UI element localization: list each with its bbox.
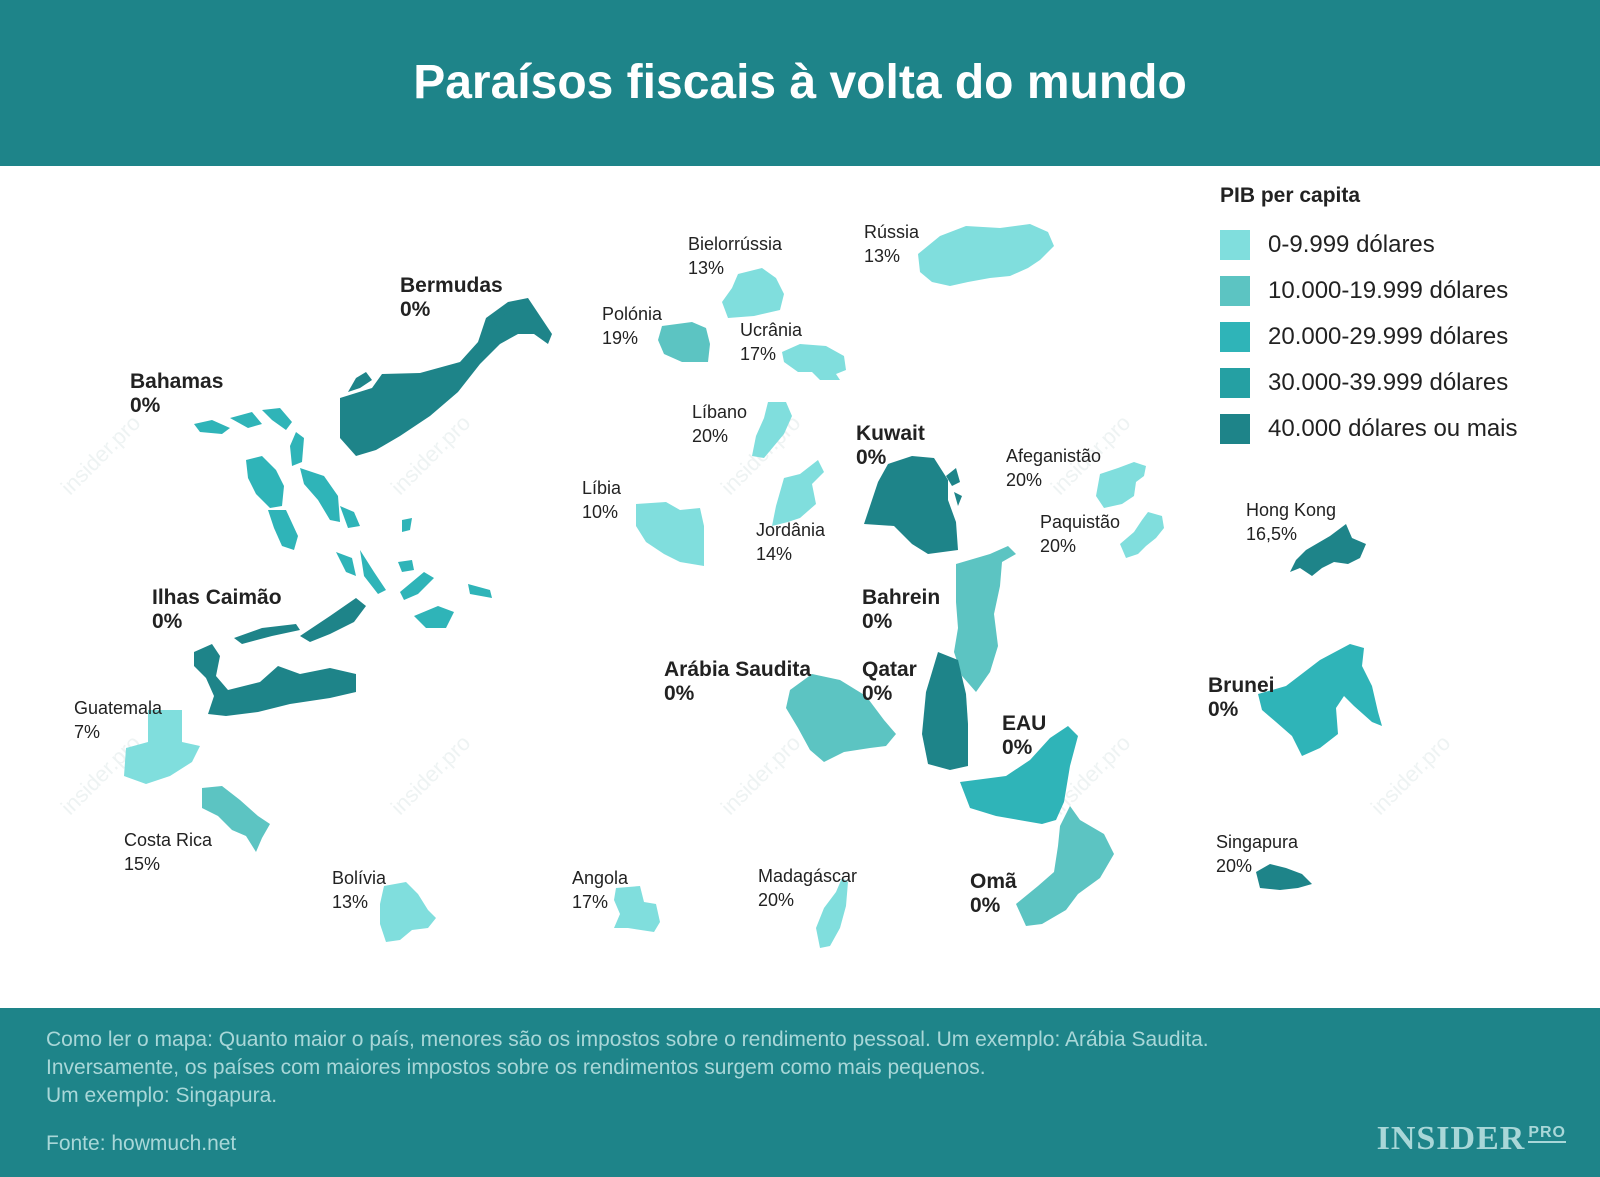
footer: Como ler o mapa: Quanto maior o país, me… xyxy=(0,1008,1600,1177)
watermark: insider.pro xyxy=(716,730,805,819)
label-madagascar: Madagáscar 20% xyxy=(758,866,858,910)
watermark: insider.pro xyxy=(56,410,145,499)
insider-pro-logo: INSIDER PRO xyxy=(1377,1120,1566,1158)
label-hong-kong: Hong Kong 16,5% xyxy=(1246,500,1337,544)
libano-shape xyxy=(752,402,792,458)
note-line: Inversamente, os países com maiores impo… xyxy=(46,1056,986,1079)
legend-title: PIB per capita xyxy=(1220,184,1361,207)
bermudas-shape xyxy=(492,308,534,328)
costa-rica-shape xyxy=(202,786,270,852)
label-polonia: Polónia 19% xyxy=(602,304,663,348)
qatar-shape xyxy=(922,652,968,770)
label-bahrein: Bahrein 0% xyxy=(862,586,941,633)
label-eau: EAU 0% xyxy=(1002,712,1047,759)
legend-item: 0-9.999 dólares xyxy=(1220,222,1518,268)
angola-shape xyxy=(614,886,660,932)
afeganistao-shape xyxy=(1096,462,1146,508)
bermudas-shape xyxy=(348,372,372,392)
paquistao-shape xyxy=(1120,512,1164,558)
label-brunei: Brunei 0% xyxy=(1208,674,1275,721)
label-bahamas: Bahamas 0% xyxy=(130,370,224,417)
label-oma: Omã 0% xyxy=(970,870,1017,917)
jordania-shape xyxy=(772,460,824,526)
kuwait-island-shape xyxy=(946,468,960,486)
label-libano: Líbano 20% xyxy=(692,402,748,446)
arabia-saudita-shape xyxy=(786,674,896,762)
kuwait-island-shape xyxy=(954,492,962,506)
oma-shape xyxy=(1016,806,1114,926)
label-arabia-saudita: Arábia Saudita 0% xyxy=(664,658,812,705)
label-ucrania: Ucrânia 17% xyxy=(740,320,803,364)
label-ilhas-caimao: Ilhas Caimão 0% xyxy=(152,586,282,633)
label-guatemala: Guatemala 7% xyxy=(74,698,163,742)
legend-label: 40.000 dólares ou mais xyxy=(1268,415,1518,442)
map-area: insider.pro insider.pro insider.pro insi… xyxy=(0,166,1600,1008)
legend-swatch xyxy=(1220,276,1250,306)
watermark: insider.pro xyxy=(386,730,475,819)
header-banner: Paraísos fiscais à volta do mundo xyxy=(0,0,1600,166)
label-bermudas: Bermudas 0% xyxy=(400,274,503,321)
label-kuwait: Kuwait 0% xyxy=(856,422,925,469)
legend-label: 30.000-39.999 dólares xyxy=(1268,369,1509,396)
legend-swatch xyxy=(1220,230,1250,260)
source-text: Fonte: howmuch.net xyxy=(46,1132,237,1155)
label-singapura: Singapura 20% xyxy=(1216,832,1299,876)
note-line: Como ler o mapa: Quanto maior o país, me… xyxy=(46,1028,1209,1051)
guatemala-shape xyxy=(124,710,200,784)
label-paquistao: Paquistão 20% xyxy=(1040,512,1121,556)
logo-text: INSIDER xyxy=(1376,1120,1526,1157)
hong-kong-shape xyxy=(1290,524,1366,576)
bahrein-shape xyxy=(954,546,1016,692)
legend-item: 30.000-39.999 dólares xyxy=(1220,360,1518,406)
logo-sup: PRO xyxy=(1528,1124,1566,1143)
ilhas-caimao-shape xyxy=(194,598,366,716)
libia-shape xyxy=(636,502,704,566)
label-russia: Rússia 13% xyxy=(864,222,920,266)
legend-label: 0-9.999 dólares xyxy=(1268,231,1435,258)
label-angola: Angola 17% xyxy=(572,868,629,912)
legend-swatch xyxy=(1220,368,1250,398)
map-reading-note: Como ler o mapa: Quanto maior o país, me… xyxy=(46,1026,1446,1110)
label-afeganistao: Afeganistão 20% xyxy=(1006,446,1102,490)
bolivia-shape xyxy=(380,882,436,942)
legend-label: 20.000-29.999 dólares xyxy=(1268,323,1509,350)
singapura-shape xyxy=(1256,864,1312,890)
brunei-shape xyxy=(1258,644,1382,756)
bermudas-shape xyxy=(340,298,552,456)
label-qatar: Qatar 0% xyxy=(862,658,917,705)
watermark: insider.pro xyxy=(1366,730,1455,819)
russia-shape xyxy=(918,224,1054,286)
legend-label: 10.000-19.999 dólares xyxy=(1268,277,1509,304)
legend-item: 20.000-29.999 dólares xyxy=(1220,314,1518,360)
bielorrussia-shape xyxy=(722,268,784,318)
legend-swatch xyxy=(1220,322,1250,352)
map-svg: insider.pro insider.pro insider.pro insi… xyxy=(56,224,1455,948)
label-costa-rica: Costa Rica 15% xyxy=(124,830,213,874)
label-libia: Líbia 10% xyxy=(582,478,622,522)
ucrania-shape xyxy=(782,344,846,380)
page-title: Paraísos fiscais à volta do mundo xyxy=(413,56,1187,109)
madagascar-shape xyxy=(816,878,848,948)
label-bolivia: Bolívia 13% xyxy=(332,868,387,912)
legend-item: 40.000 dólares ou mais xyxy=(1220,406,1518,452)
note-line: Um exemplo: Singapura. xyxy=(46,1084,278,1107)
label-jordania: Jordânia 14% xyxy=(756,520,826,564)
legend: PIB per capita 0-9.999 dólares 10.000-19… xyxy=(1220,184,1518,452)
legend-swatch xyxy=(1220,414,1250,444)
legend-item: 10.000-19.999 dólares xyxy=(1220,268,1518,314)
polonia-shape xyxy=(658,322,710,362)
label-bielorrussia: Bielorrússia 13% xyxy=(688,234,783,278)
kuwait-shape xyxy=(864,456,958,554)
eau-shape xyxy=(960,726,1078,824)
bahamas-shape xyxy=(194,408,492,628)
